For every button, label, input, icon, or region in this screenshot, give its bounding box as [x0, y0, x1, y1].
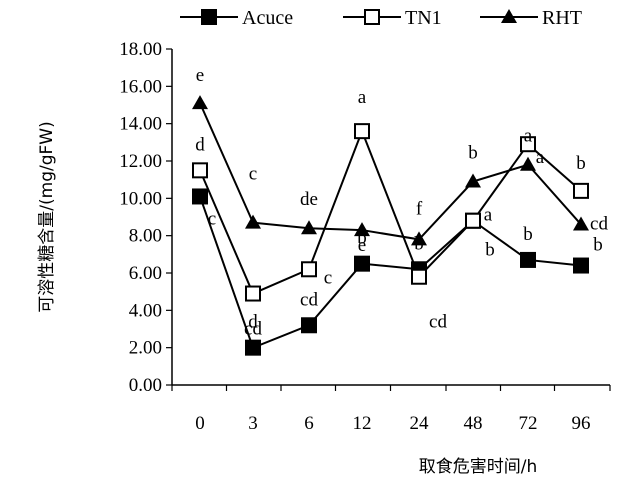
x-tick-label: 0 — [195, 413, 205, 434]
x-axis-label: 取食危害时间/h — [419, 457, 538, 477]
x-tick-label: 12 — [353, 413, 372, 434]
significance-label: e — [358, 235, 366, 256]
data-point — [354, 255, 370, 272]
series-line — [199, 196, 582, 349]
data-point — [465, 212, 481, 229]
data-point — [301, 220, 317, 235]
series-line — [199, 128, 582, 295]
significance-label: b — [523, 224, 533, 245]
significance-label: b — [414, 233, 424, 254]
significance-label: a — [358, 87, 367, 108]
axes — [171, 49, 610, 386]
data-point — [573, 257, 589, 274]
legend-item-acuce: Acuce — [180, 7, 293, 29]
legend-label: TN1 — [405, 7, 442, 29]
y-tick-label: 2.00 — [129, 338, 162, 359]
data-point — [301, 261, 317, 278]
data-point — [573, 216, 589, 231]
y-tick-label: 6.00 — [129, 263, 162, 284]
data-point — [573, 182, 589, 199]
x-tick-label: 48 — [464, 413, 483, 434]
series-rht — [192, 95, 589, 246]
series-acuce — [192, 188, 589, 356]
x-tick-label: 24 — [410, 413, 430, 434]
y-tick-label: 4.00 — [129, 300, 162, 321]
significance-label: d — [248, 312, 258, 333]
significance-label: b — [593, 235, 603, 256]
significance-label: c — [324, 267, 332, 288]
significance-label: c — [249, 164, 257, 185]
legend-marker — [501, 9, 517, 23]
significance-label: b — [576, 153, 586, 174]
data-point — [245, 214, 261, 229]
significance-label: cd — [590, 213, 608, 234]
significance-label: b — [357, 228, 367, 249]
significance-label: c — [208, 208, 216, 229]
significance-label: cd — [429, 312, 447, 333]
data-point — [354, 123, 370, 140]
legend: Acuce TN1 RHT — [180, 7, 582, 29]
x-tick-label: 72 — [519, 413, 538, 434]
y-tick-label: 18.00 — [119, 39, 162, 60]
significance-label: b — [485, 240, 495, 261]
significance-label: a — [484, 205, 493, 226]
data-point — [465, 173, 481, 188]
data-point — [411, 231, 427, 246]
y-tick-label: 8.00 — [129, 226, 162, 247]
data-point — [354, 222, 370, 237]
significance-label: cd — [244, 319, 262, 340]
x-tick-label: 96 — [572, 413, 591, 434]
y-tick-label: 12.00 — [119, 151, 162, 172]
y-tick-label: 16.00 — [119, 76, 162, 97]
data-point — [245, 339, 261, 356]
data-point — [411, 268, 427, 285]
x-ticks: 0 3 6 12 24 48 72 96 — [171, 385, 611, 434]
legend-marker — [364, 9, 380, 25]
significance-label: e — [196, 65, 204, 86]
legend-item-tn1: TN1 — [343, 7, 442, 29]
y-tick-label: 10.00 — [119, 188, 162, 209]
legend-label: Acuce — [242, 7, 293, 29]
significance-label: d — [195, 134, 205, 155]
data-point — [520, 136, 536, 153]
data-point — [192, 162, 208, 179]
data-point — [245, 285, 261, 302]
significance-label: a — [536, 147, 545, 168]
y-ticks: 0.00 2.00 4.00 6.00 8.00 10.00 12.00 14.00 16.00… — [119, 39, 172, 396]
x-tick-label: 6 — [304, 413, 314, 434]
significance-label: a — [524, 126, 533, 147]
y-axis-label: 可溶性糖含量/(mg/gFW) — [37, 121, 57, 312]
data-point — [301, 317, 317, 334]
significance-label: f — [416, 198, 423, 219]
data-point — [192, 95, 208, 110]
significance-label: b — [468, 143, 478, 164]
data-point — [192, 188, 208, 205]
series-group — [192, 95, 589, 356]
x-tick-label: 3 — [248, 413, 258, 434]
significance-label: de — [300, 189, 318, 210]
legend-item-rht: RHT — [480, 7, 582, 29]
series-tn1 — [192, 123, 589, 302]
legend-label: RHT — [542, 7, 582, 29]
legend-marker — [201, 9, 217, 25]
y-tick-label: 0.00 — [129, 375, 162, 396]
significance-label: cd — [300, 289, 318, 310]
series-line — [199, 102, 582, 241]
y-tick-label: 14.00 — [119, 114, 162, 135]
data-point — [520, 251, 536, 268]
data-point — [520, 156, 536, 171]
